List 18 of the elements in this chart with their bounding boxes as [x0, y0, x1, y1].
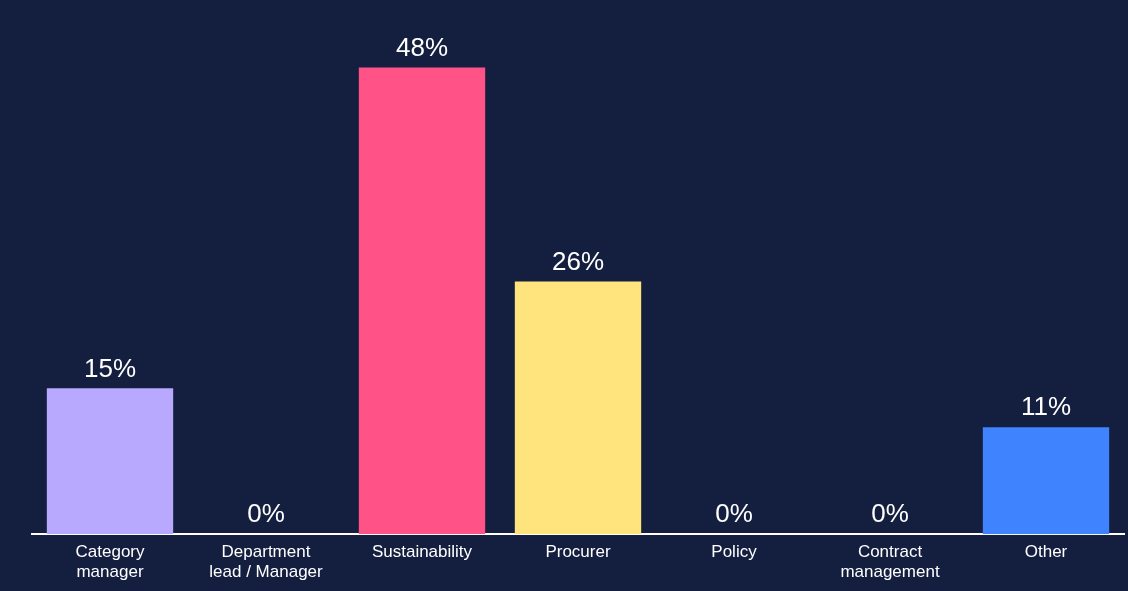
data-label: 0%: [715, 498, 753, 529]
x-tick-label: Category manager: [75, 542, 145, 582]
x-tick-label: Department lead / Manager: [209, 542, 324, 582]
x-tick-label: Contract management: [840, 542, 940, 582]
data-label: 15%: [83, 352, 137, 383]
bar: [982, 427, 1110, 535]
x-tick-label: Procurer: [545, 542, 611, 562]
data-label: 0%: [247, 498, 285, 529]
x-tick-label: Other: [1024, 542, 1068, 562]
data-label: 0%: [871, 498, 909, 529]
x-tick-label: Policy: [711, 542, 758, 562]
bar: [514, 281, 642, 535]
bar: [358, 67, 486, 535]
x-tick-label: Sustainability: [371, 542, 473, 562]
data-label: 11%: [1020, 391, 1072, 422]
bar: [46, 388, 174, 535]
data-label: 48%: [395, 31, 449, 62]
data-label: 26%: [551, 245, 605, 276]
